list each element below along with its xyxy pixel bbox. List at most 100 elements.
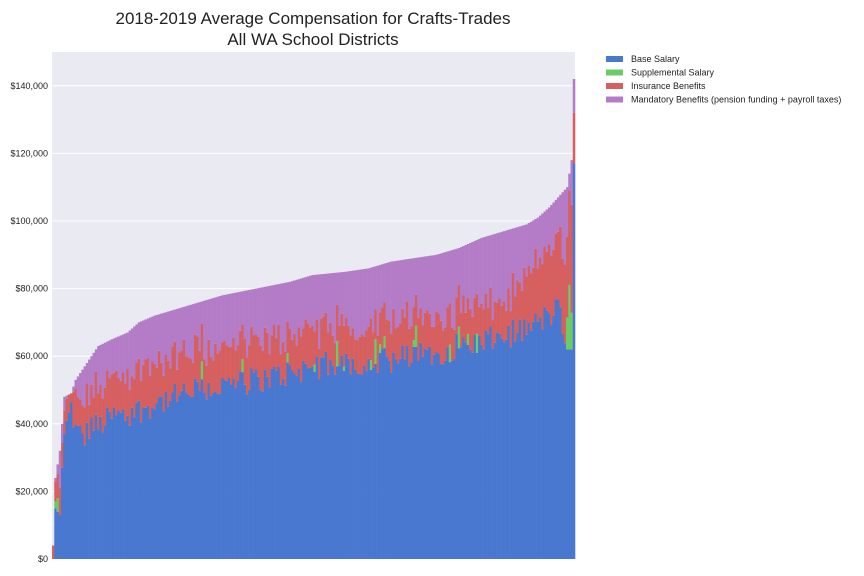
bar-segment	[108, 378, 111, 412]
bar-segment	[345, 353, 348, 559]
bar-segment	[381, 307, 384, 350]
bar-segment	[99, 385, 102, 417]
bar-segment	[500, 305, 504, 339]
bar-segment	[369, 318, 373, 361]
bar-segment	[435, 311, 438, 353]
bar-segment	[563, 343, 567, 559]
bar-segment	[281, 283, 285, 342]
bar-segment	[160, 362, 163, 397]
bar-segment	[115, 370, 118, 416]
bar-segment	[200, 301, 204, 324]
bar-segment	[74, 389, 78, 425]
bar-segment	[126, 415, 129, 559]
bar-segment	[432, 255, 436, 327]
bar-segment	[572, 79, 576, 113]
legend-swatch	[606, 56, 623, 62]
bar-segment	[570, 204, 574, 313]
bar-segment	[498, 232, 501, 299]
bar-segment	[67, 394, 71, 413]
bar-segment	[356, 373, 359, 559]
bar-segment	[457, 326, 461, 349]
bar-segment	[128, 390, 132, 426]
bar-segment	[559, 226, 562, 308]
bar-segment	[56, 464, 60, 475]
bar-segment	[221, 378, 224, 559]
bar-segment	[324, 273, 328, 313]
bar-segment	[288, 365, 292, 559]
chart-title-line-1: 2018-2019 Average Compensation for Craft…	[115, 9, 510, 28]
bar-segment	[119, 380, 123, 413]
bar-segment	[187, 394, 190, 559]
bar-segment	[347, 325, 350, 359]
bar-segment	[175, 308, 179, 370]
bar-segment	[491, 234, 495, 320]
bar-segment	[327, 273, 330, 333]
bar-segment	[369, 360, 373, 370]
bar-segment	[394, 260, 398, 329]
y-tick-label: $140,000	[10, 81, 48, 91]
bar-segment	[284, 351, 287, 386]
bar-segment	[189, 358, 193, 397]
bar-segment	[428, 255, 432, 314]
bar-segment	[336, 366, 339, 559]
bar-segment	[547, 313, 551, 559]
bar-segment	[358, 336, 362, 374]
bar-segment	[552, 315, 556, 559]
bar-segment	[536, 268, 540, 322]
bar-segment	[106, 370, 109, 408]
bar-segment	[480, 303, 483, 345]
bar-segment	[378, 353, 382, 559]
bar-segment	[76, 397, 80, 426]
bar-segment	[435, 352, 438, 559]
bar-segment	[320, 357, 323, 559]
bar-segment	[381, 349, 384, 559]
bar-segment	[191, 396, 195, 559]
bar-segment	[372, 332, 375, 368]
bar-segment	[360, 375, 364, 559]
bar-segment	[509, 311, 513, 348]
y-tick-label: $100,000	[10, 216, 48, 226]
bar-segment	[392, 308, 395, 353]
bar-segment	[243, 339, 247, 385]
bar-segment	[212, 298, 215, 361]
bar-segment	[385, 262, 389, 320]
bar-segment	[148, 418, 152, 559]
bar-segment	[200, 361, 204, 380]
bar-segment	[365, 371, 368, 559]
bar-segment	[299, 278, 303, 337]
bar-segment	[259, 390, 262, 559]
bar-segment	[257, 288, 260, 337]
bar-segment	[257, 336, 260, 377]
bar-segment	[99, 344, 102, 386]
bar-segment	[444, 252, 447, 328]
bar-segment	[207, 299, 211, 340]
bar-segment	[333, 272, 337, 344]
bar-segment	[520, 290, 524, 341]
bar-segment	[455, 297, 459, 334]
bar-segment	[245, 357, 249, 395]
bar-segment	[523, 267, 526, 320]
bar-segment	[230, 293, 233, 347]
bar-segment	[318, 348, 321, 380]
bar-segment	[254, 369, 258, 559]
bar-segment	[144, 359, 147, 408]
bar-segment	[157, 350, 161, 398]
bar-segment	[376, 335, 380, 373]
bar-segment	[266, 286, 269, 333]
bar-segment	[417, 360, 420, 559]
bar-segment	[466, 298, 470, 334]
bar-segment	[70, 393, 73, 403]
bar-segment	[135, 402, 138, 559]
bar-segment	[236, 381, 240, 559]
bar-segment	[383, 348, 386, 559]
bar-segment	[221, 342, 224, 378]
bar-segment	[110, 418, 114, 559]
bar-segment	[194, 378, 197, 559]
bar-segment	[272, 284, 276, 325]
bar-segment	[61, 467, 64, 559]
bar-segment	[227, 377, 231, 559]
bar-segment	[182, 306, 186, 340]
bar-segment	[525, 224, 528, 277]
bar-segment	[239, 291, 242, 331]
bar-segment	[536, 321, 540, 559]
